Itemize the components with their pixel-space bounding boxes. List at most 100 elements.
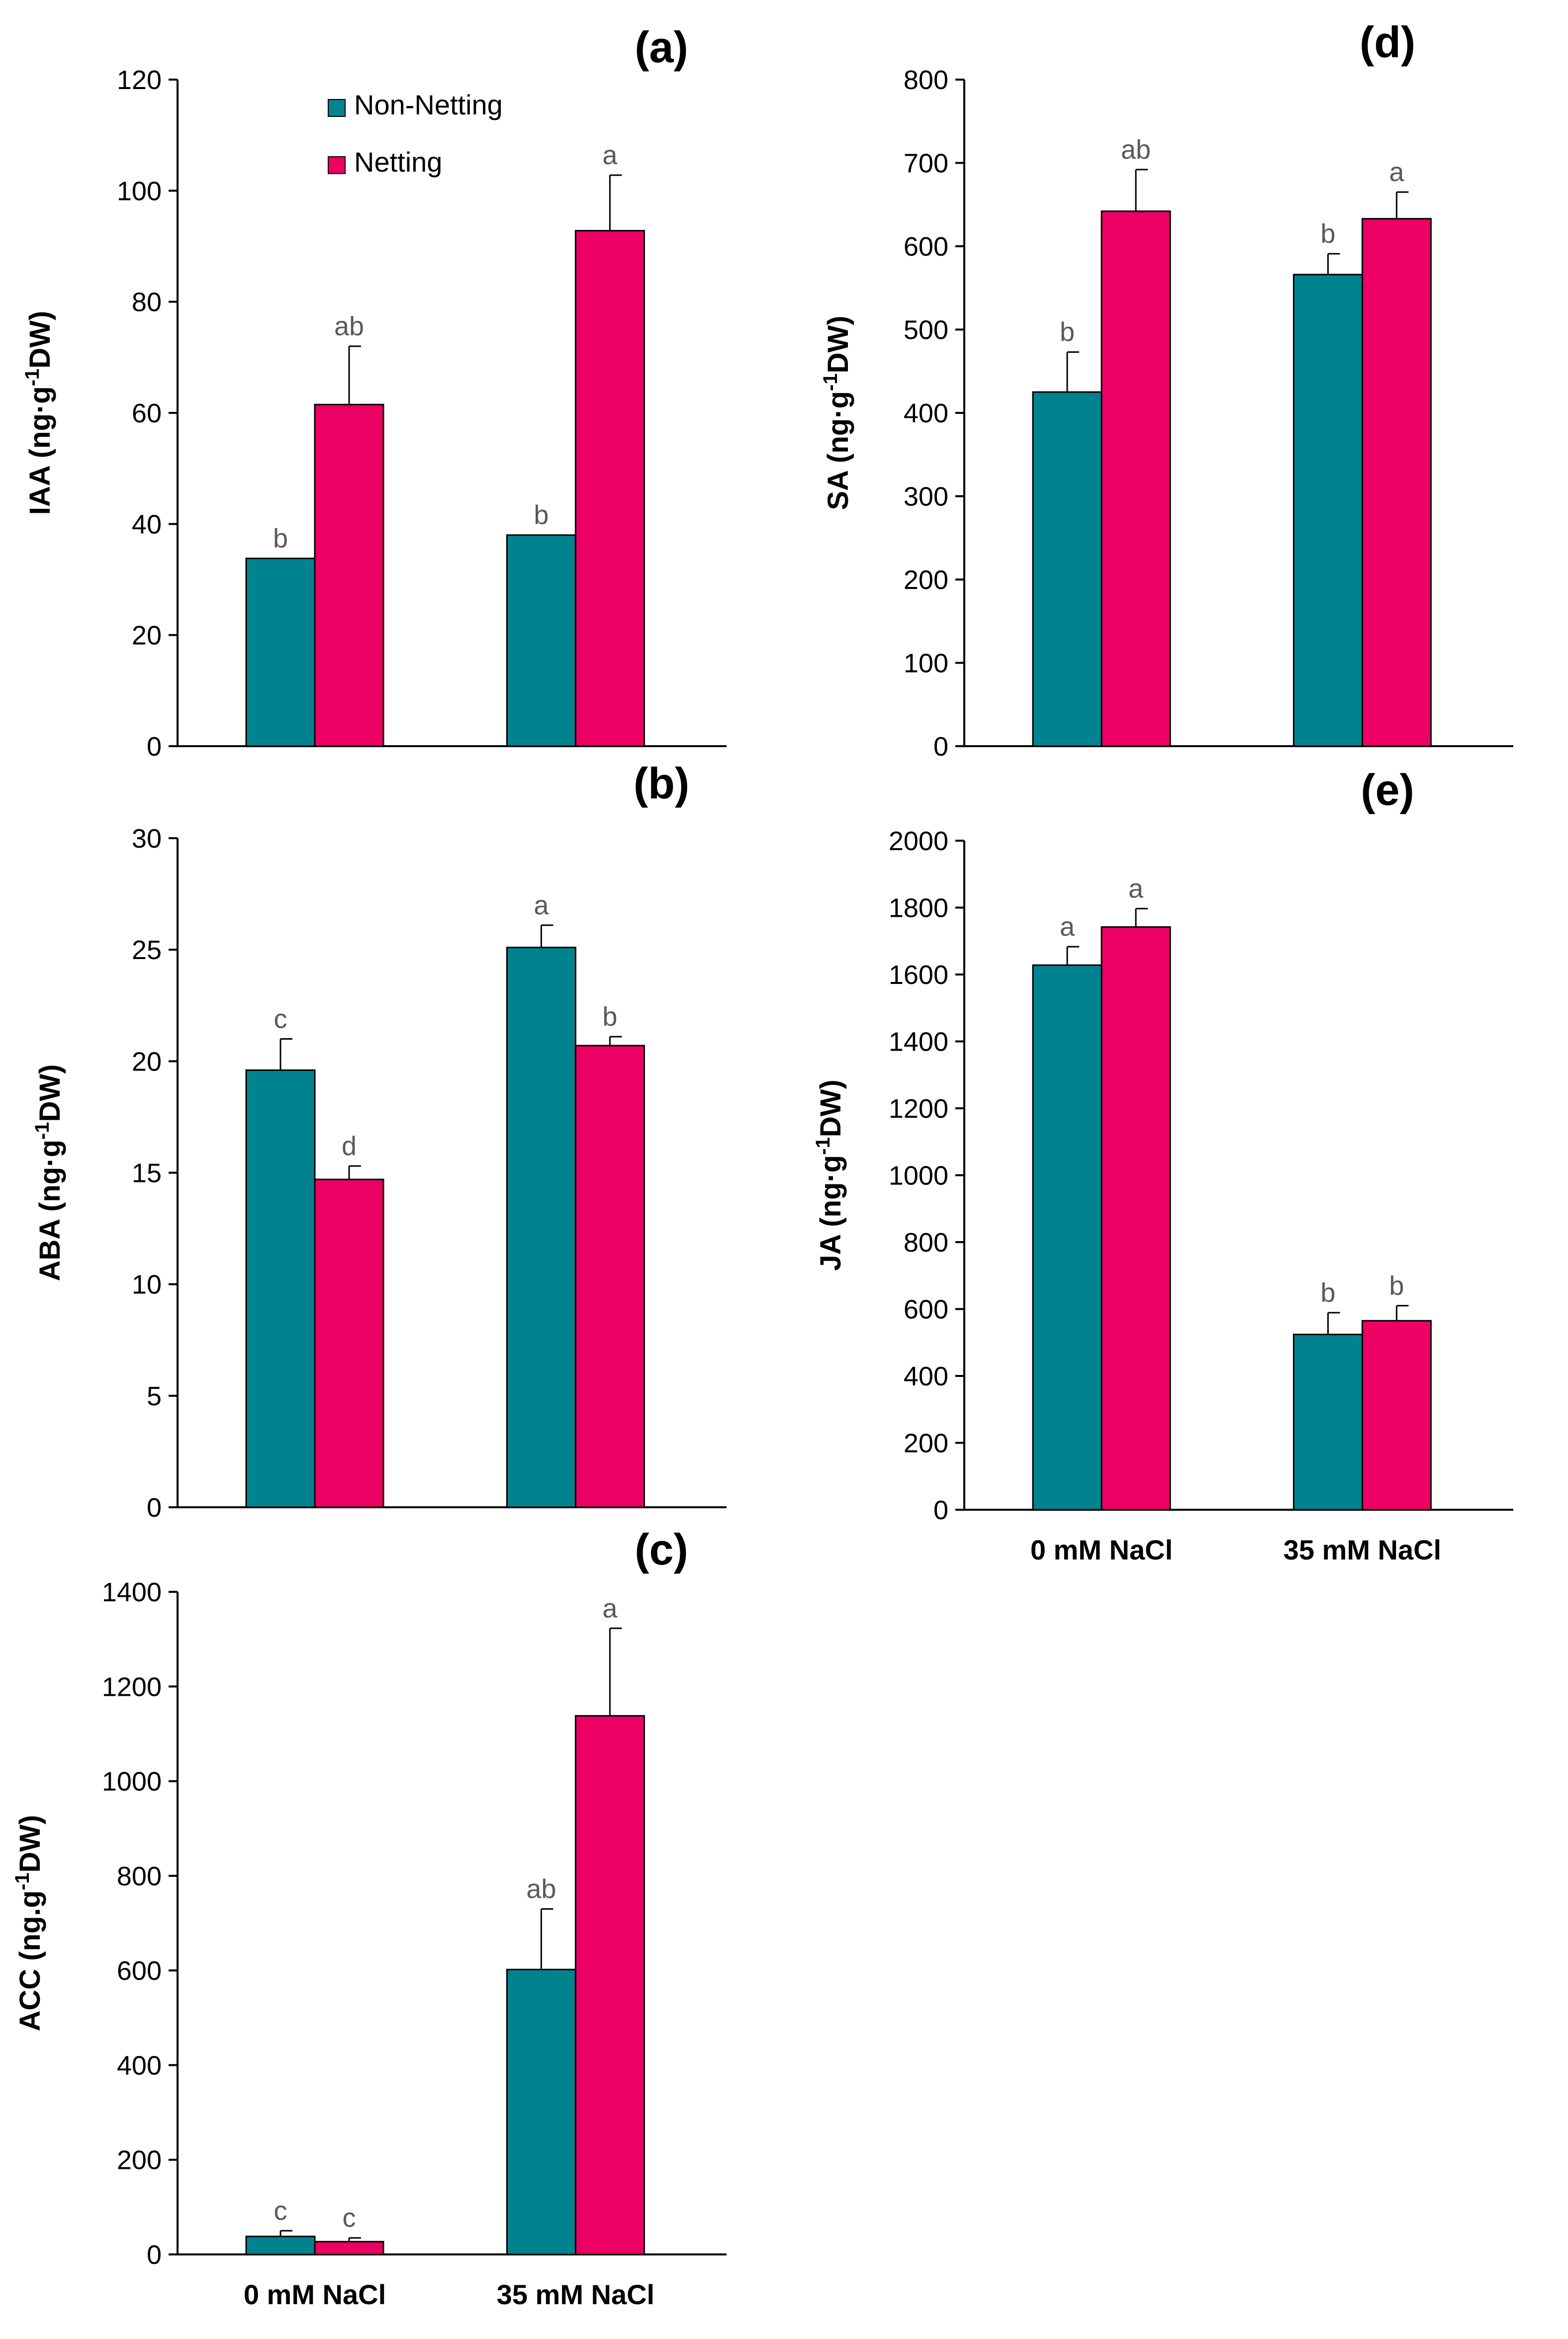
bar-non-netting-0mM xyxy=(1032,391,1103,747)
y-tick-label: 700 xyxy=(904,149,948,179)
y-tick-label: 0 xyxy=(147,2240,162,2270)
bar-netting-35mM xyxy=(574,230,645,747)
y-tick-label: 100 xyxy=(117,176,162,206)
panel-label-b: (b) xyxy=(634,759,689,808)
chart-panel-e: (e) 0 200 400 600 800 1000 1200 1400 1600 1800 2000… xyxy=(812,765,1513,1565)
y-tick-label: 10 xyxy=(132,1270,162,1300)
significance-letter: ab xyxy=(1121,135,1151,165)
significance-letter: b xyxy=(273,524,288,554)
bar-netting-35mM xyxy=(574,1045,645,1508)
y-tick-label: 600 xyxy=(904,1295,948,1325)
y-tick-label: 20 xyxy=(132,621,162,651)
y-tick-label: 30 xyxy=(132,824,162,854)
y-tick-label: 800 xyxy=(904,65,948,95)
bar-netting-0mM xyxy=(1101,926,1171,1511)
bar-netting-0mM xyxy=(314,1178,384,1508)
significance-letter: b xyxy=(534,500,549,530)
significance-letter: d xyxy=(342,1131,357,1161)
y-tick-label: 120 xyxy=(117,65,162,95)
y-tick-label: 80 xyxy=(132,288,162,317)
y-tick-label: 1200 xyxy=(889,1094,948,1124)
x-category-label: 35 mM NaCl xyxy=(1284,1534,1441,1565)
y-tick-label: 1000 xyxy=(102,1767,162,1797)
y-tick-label: 100 xyxy=(904,649,948,679)
y-tick-label: 0 xyxy=(933,1495,948,1525)
y-tick-label: 800 xyxy=(904,1228,948,1258)
significance-letter: ab xyxy=(526,1874,556,1904)
significance-letter: b xyxy=(1320,1278,1335,1308)
y-tick-label: 200 xyxy=(117,2145,162,2175)
bar-netting-35mM xyxy=(574,1715,645,2255)
panel-label-d: (d) xyxy=(1360,17,1415,67)
chart-panel-d: (d) 0 100 200 300 400 500 600 700 800 SA (ng·g-1DW… xyxy=(820,17,1513,762)
y-tick-label: 25 xyxy=(132,935,162,965)
significance-letter: a xyxy=(1060,912,1075,942)
legend-swatch-netting xyxy=(328,156,346,174)
y-tick-label: 1600 xyxy=(889,960,948,990)
y-tick-label: 1400 xyxy=(889,1027,948,1057)
bar-non-netting-35mM xyxy=(506,534,576,747)
significance-letter: a xyxy=(1389,157,1404,187)
y-tick-label: 300 xyxy=(904,482,948,512)
y-tick-label: 400 xyxy=(904,1362,948,1391)
bar-non-netting-35mM xyxy=(506,1968,576,2255)
significance-letter: c xyxy=(274,2196,287,2226)
y-tick-label: 200 xyxy=(904,565,948,595)
bar-netting-0mM xyxy=(1101,210,1171,747)
bar-non-netting-35mM xyxy=(1292,1334,1363,1511)
y-tick-label: 60 xyxy=(132,398,162,428)
bar-netting-0mM xyxy=(314,403,384,747)
y-tick-label: 1400 xyxy=(102,1577,162,1607)
y-tick-label: 0 xyxy=(933,732,948,762)
chart-panel-c: (c) 0 200 400 600 800 1000 1200 1400 ACC (ng.g-1D… xyxy=(11,1525,727,2310)
y-axis-label: IAA (ng·g-1DW) xyxy=(21,311,56,515)
bar-non-netting-0mM xyxy=(245,1069,316,1508)
y-tick-label: 1000 xyxy=(889,1161,948,1191)
y-tick-label: 5 xyxy=(147,1381,162,1411)
y-tick-label: 200 xyxy=(904,1429,948,1459)
significance-letter: a xyxy=(1128,874,1144,904)
y-tick-label: 0 xyxy=(147,732,162,762)
significance-letter: b xyxy=(602,1002,617,1032)
y-tick-label: 1200 xyxy=(102,1672,162,1702)
panel-label-e: (e) xyxy=(1361,765,1414,814)
bar-netting-35mM xyxy=(1361,1320,1432,1511)
bar-non-netting-35mM xyxy=(506,947,576,1508)
bar-non-netting-0mM xyxy=(1032,964,1103,1511)
significance-letter: b xyxy=(1320,219,1335,249)
panel-label-c: (c) xyxy=(635,1525,688,1574)
significance-letter: a xyxy=(534,890,549,920)
y-tick-label: 800 xyxy=(117,1861,162,1891)
y-tick-label: 40 xyxy=(132,509,162,539)
y-axis-label: ABA (ng·g-1DW) xyxy=(31,1064,66,1281)
bar-non-netting-0mM xyxy=(245,2236,316,2255)
y-tick-label: 400 xyxy=(904,398,948,428)
y-tick-label: 2000 xyxy=(889,826,948,856)
bar-non-netting-35mM xyxy=(1292,274,1363,747)
y-tick-label: 20 xyxy=(132,1047,162,1076)
y-tick-label: 600 xyxy=(904,232,948,262)
bar-netting-0mM xyxy=(314,2241,384,2255)
y-axis-label: JA (ng·g-1DW) xyxy=(812,1079,847,1271)
y-tick-label: 500 xyxy=(904,315,948,345)
x-category-label: 0 mM NaCl xyxy=(244,2279,386,2310)
y-tick-label: 400 xyxy=(117,2050,162,2080)
chart-panel-b: (b) 0 5 10 15 20 25 30 ABA (ng·g-1DW) c d a b xyxy=(31,759,727,1523)
significance-letter: c xyxy=(343,2203,356,2233)
significance-letter: c xyxy=(274,1004,287,1034)
significance-letter: a xyxy=(602,140,618,170)
y-axis-label: SA (ng·g-1DW) xyxy=(820,316,854,510)
bar-netting-35mM xyxy=(1361,218,1432,747)
y-tick-label: 0 xyxy=(147,1493,162,1523)
chart-panel-a: (a) 0 20 40 60 80 100 120 IAA (ng·g-1DW) b ab b a Non… xyxy=(21,22,727,762)
bar-non-netting-0mM xyxy=(245,558,316,747)
legend-label-netting: Netting xyxy=(354,146,442,178)
legend: Non-Netting Netting xyxy=(328,89,503,178)
y-tick-label: 600 xyxy=(117,1956,162,1986)
x-category-label: 35 mM NaCl xyxy=(497,2279,654,2310)
panel-label-a: (a) xyxy=(635,22,688,72)
y-axis-label: ACC (ng.g-1DW) xyxy=(11,1815,46,2031)
x-category-label: 0 mM NaCl xyxy=(1030,1534,1173,1565)
significance-letter: b xyxy=(1060,317,1075,347)
